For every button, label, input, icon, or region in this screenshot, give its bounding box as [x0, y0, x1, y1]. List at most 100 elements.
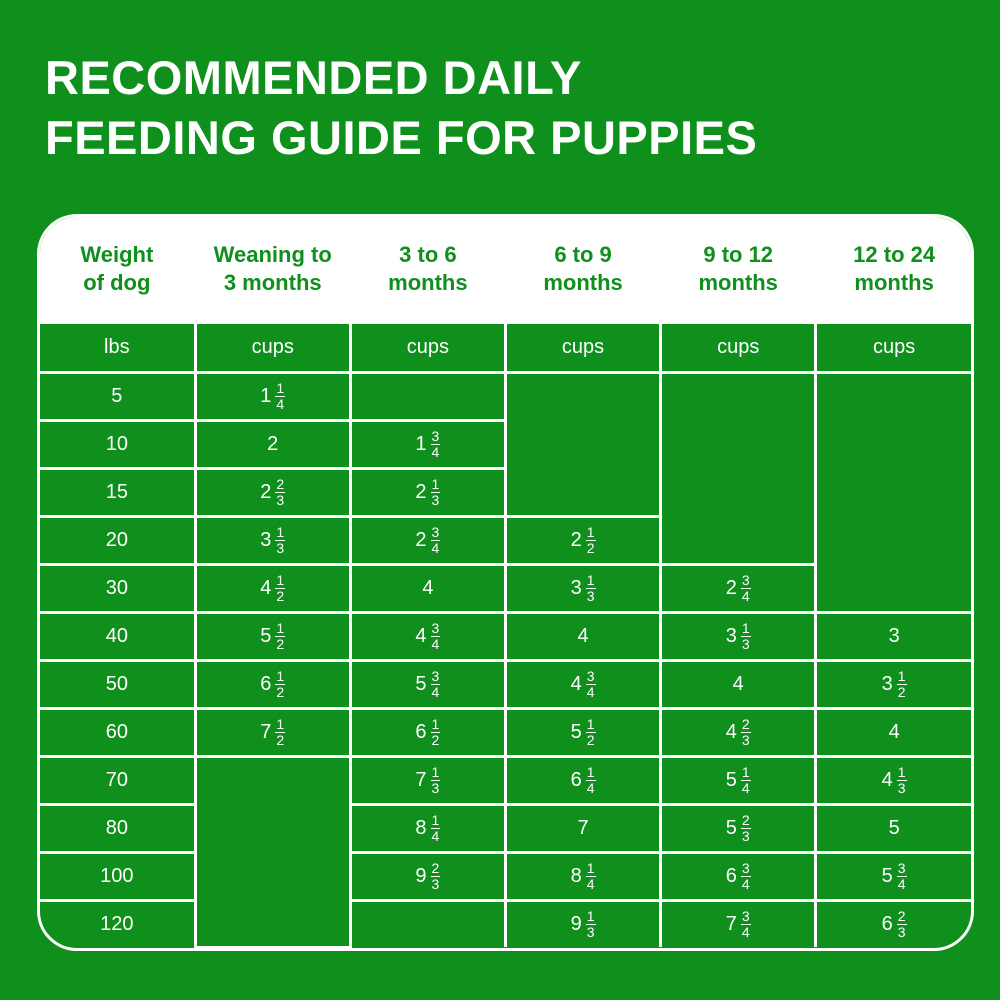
denominator: 2 [276, 684, 285, 700]
weight-cell: 40 [40, 611, 197, 662]
column-header: Weaning to 3 months [193, 217, 352, 324]
data-row: 80 8 1 4 7 5 2 3 5 [40, 803, 971, 854]
whole-number: 7 [260, 720, 272, 743]
denominator: 2 [897, 684, 906, 700]
title: RECOMMENDED DAILY FEEDING GUIDE FOR PUPP… [45, 48, 757, 168]
empty-cell [348, 899, 507, 947]
denominator: 3 [586, 588, 595, 604]
header-line: months [854, 270, 934, 295]
whole-number: 5 [415, 672, 427, 695]
numerator: 3 [430, 428, 441, 445]
numerator: 2 [430, 860, 441, 877]
numerator: 1 [430, 812, 441, 829]
numerator: 3 [896, 860, 907, 877]
denominator: 4 [276, 396, 285, 412]
unit-cell: cups [348, 321, 507, 374]
header-line: months [543, 270, 623, 295]
unit-cell: cups [503, 321, 663, 374]
unit-cell: lbs [40, 321, 197, 374]
whole-number: 4 [260, 576, 272, 599]
denominator: 4 [431, 444, 440, 460]
amount-cell: 4 [814, 707, 971, 758]
denominator: 3 [897, 924, 906, 940]
unit-cell: cups [193, 321, 352, 374]
denominator: 3 [431, 876, 440, 892]
numerator: 1 [275, 620, 286, 637]
amount-cell: 4 [659, 659, 818, 710]
whole-number: 2 [415, 528, 427, 551]
data-row: 10 2 1 3 4 [40, 419, 971, 470]
amount-cell: 4 [503, 611, 663, 662]
unit-cell: cups [659, 321, 818, 374]
amount-cell: 5 [814, 803, 971, 854]
whole-number: 1 [260, 384, 272, 407]
weight-cell: 120 [40, 899, 197, 947]
denominator: 3 [276, 492, 285, 508]
denominator: 3 [741, 732, 750, 748]
weight-cell: 50 [40, 659, 197, 710]
numerator: 2 [740, 716, 751, 733]
data-row: 15 2 2 3 2 1 3 [40, 467, 971, 518]
numerator: 3 [585, 668, 596, 685]
denominator: 3 [741, 636, 750, 652]
weight-cell: 5 [40, 371, 197, 422]
whole-number: 1 [415, 432, 427, 455]
numerator: 3 [430, 668, 441, 685]
data-row: 30 4 1 2 4 3 1 3 2 3 4 [40, 563, 971, 614]
title-line: FEEDING GUIDE FOR PUPPIES [45, 111, 758, 164]
whole-number: 2 [570, 528, 582, 551]
whole-number: 2 [725, 576, 737, 599]
numerator: 3 [430, 524, 441, 541]
weight-cell: 20 [40, 515, 197, 566]
denominator: 4 [431, 684, 440, 700]
denominator: 2 [276, 732, 285, 748]
whole-number: 4 [570, 672, 582, 695]
column-header: 9 to 12 months [659, 217, 818, 324]
header-line: months [388, 270, 468, 295]
whole-number: 4 [881, 768, 893, 791]
weight-cell: 60 [40, 707, 197, 758]
header-line: of dog [83, 270, 151, 295]
whole-number: 7 [725, 912, 737, 935]
denominator: 2 [431, 732, 440, 748]
denominator: 4 [741, 876, 750, 892]
empty-cell [814, 371, 971, 614]
numerator: 3 [740, 860, 751, 877]
data-row: 60 7 1 2 6 1 2 5 1 2 4 2 3 4 [40, 707, 971, 758]
data-row: 50 6 1 2 5 3 4 4 3 4 4 3 1 2 [40, 659, 971, 710]
denominator: 3 [897, 780, 906, 796]
weight-cell: 100 [40, 851, 197, 902]
whole-number: 3 [725, 624, 737, 647]
denominator: 4 [586, 780, 595, 796]
units-row: lbs cups cups cups cups cups [40, 321, 971, 374]
header-line: 6 to 9 [554, 242, 612, 267]
header-line: 3 months [223, 270, 322, 295]
amount-cell: 3 [814, 611, 971, 662]
whole-number: 6 [260, 672, 272, 695]
whole-number: 3 [260, 528, 272, 551]
whole-number: 9 [415, 864, 427, 887]
weight-cell: 15 [40, 467, 197, 518]
numerator: 1 [430, 716, 441, 733]
